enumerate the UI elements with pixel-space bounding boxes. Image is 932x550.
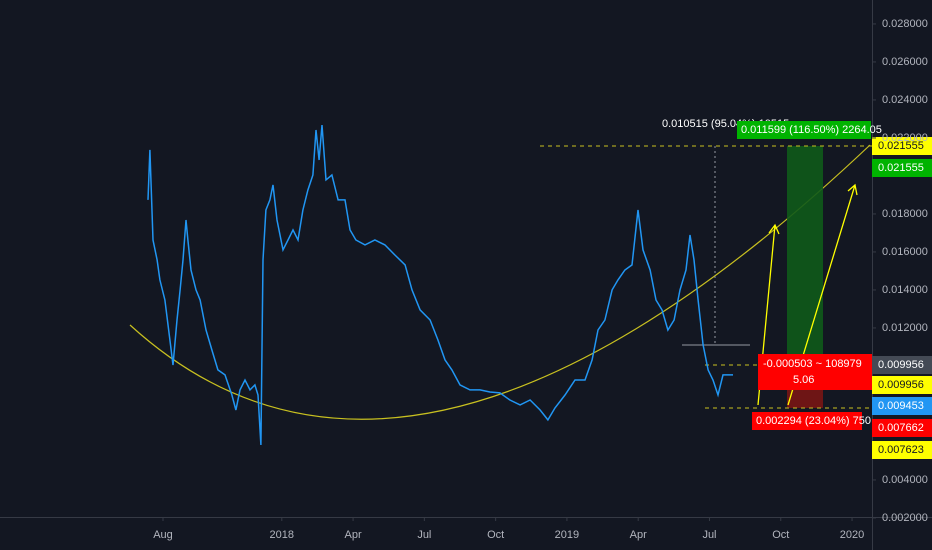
y-tick-label: 0.018000 [882, 208, 928, 220]
x-tick-label: Apr [345, 529, 362, 541]
x-tick-label: Oct [487, 529, 504, 541]
annotation: -0.000503 ~ 108979 [763, 358, 862, 370]
y-tick-label: 0.004000 [882, 474, 928, 486]
y-tick-label: 0.014000 [882, 284, 928, 296]
profit-zone [787, 146, 823, 366]
price-label-box [872, 419, 932, 437]
x-tick-label: 2019 [555, 529, 579, 541]
arc-drawing [129, 144, 871, 420]
annotation-box [737, 121, 871, 139]
x-tick-label: Aug [153, 529, 173, 541]
annotation: 0.002294 (23.04%) 750 [756, 415, 871, 427]
x-tick-label: 2018 [270, 529, 294, 541]
y-tick-label: 0.022000 [882, 132, 928, 144]
marks [147, 124, 733, 446]
price-label: 0.021555 [878, 140, 924, 152]
price-label-box [872, 356, 932, 374]
price-label: 0.021555 [878, 162, 924, 174]
annotation-box [758, 354, 872, 390]
price-label-box [872, 376, 932, 394]
x-tick-label: Apr [630, 529, 647, 541]
y-tick-label: 0.024000 [882, 94, 928, 106]
x-tick-label: Jul [702, 529, 716, 541]
annotation: 5.06 [793, 374, 814, 386]
price-label: 0.009453 [878, 400, 924, 412]
price-label: 0.007623 [878, 444, 924, 456]
y-tick-label: 0.026000 [882, 56, 928, 68]
price-label: 0.009956 [878, 379, 924, 391]
x-tick-label: Jul [417, 529, 431, 541]
price-label-box [872, 441, 932, 459]
x-tick-label: Oct [772, 529, 789, 541]
annotation-box [752, 412, 862, 430]
y-tick-label: 0.012000 [882, 322, 928, 334]
y-tick-label: 0.002000 [882, 512, 928, 524]
labels: 0.021555 0.021555 0.009956 0.009956 0.009453… [662, 118, 932, 459]
price-label-box [872, 159, 932, 177]
price-label: 0.007662 [878, 422, 924, 434]
price-label-box [872, 397, 932, 415]
y-tick-label: 0.016000 [882, 246, 928, 258]
price-label-box [872, 137, 932, 155]
x-tick-label: 2020 [840, 529, 864, 541]
y-tick-label: 0.028000 [882, 18, 928, 30]
price-line [147, 124, 733, 446]
annotation: 0.011599 (116.50%) 2264.05 [741, 124, 882, 136]
price-label: 0.009956 [878, 359, 924, 371]
